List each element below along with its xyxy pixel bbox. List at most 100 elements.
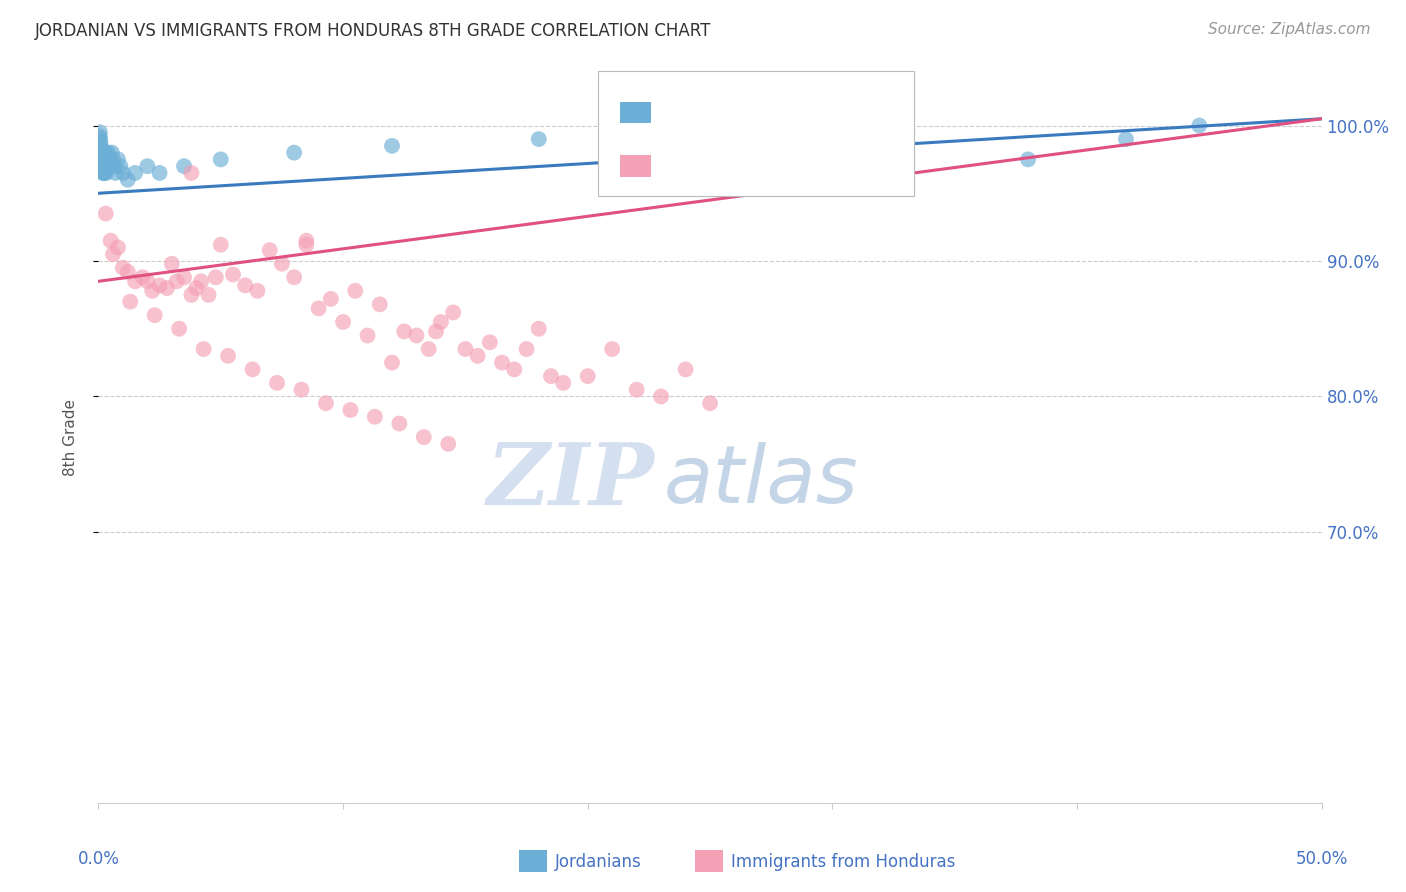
Point xyxy=(412,430,434,444)
Point xyxy=(894,129,917,144)
Point xyxy=(356,328,378,343)
Point xyxy=(93,161,115,176)
Point xyxy=(553,376,575,390)
Point xyxy=(540,369,562,384)
Point xyxy=(295,234,318,248)
Point xyxy=(600,342,623,356)
Point xyxy=(166,274,188,288)
Point xyxy=(246,284,269,298)
Point xyxy=(89,125,111,139)
Point xyxy=(503,362,526,376)
Point xyxy=(90,148,112,162)
Point xyxy=(143,308,166,322)
Point xyxy=(101,247,124,261)
Point xyxy=(650,389,672,403)
Point xyxy=(193,342,215,356)
Point xyxy=(131,270,153,285)
Point xyxy=(141,284,163,298)
Point xyxy=(90,148,112,162)
Point xyxy=(91,153,114,167)
Point xyxy=(467,349,489,363)
Point xyxy=(89,129,111,144)
Point xyxy=(454,342,477,356)
Point xyxy=(103,159,125,173)
Point xyxy=(124,274,146,288)
Point xyxy=(418,342,440,356)
Point xyxy=(93,166,115,180)
Point xyxy=(516,342,538,356)
Point xyxy=(89,132,111,146)
Point xyxy=(430,315,453,329)
Point xyxy=(368,297,391,311)
Point xyxy=(91,153,114,167)
Point xyxy=(173,159,195,173)
Point xyxy=(100,156,122,170)
Text: JORDANIAN VS IMMIGRANTS FROM HONDURAS 8TH GRADE CORRELATION CHART: JORDANIAN VS IMMIGRANTS FROM HONDURAS 8T… xyxy=(35,22,711,40)
Point xyxy=(180,288,202,302)
Point xyxy=(478,335,501,350)
Point xyxy=(699,396,721,410)
Point xyxy=(107,153,129,167)
Point xyxy=(259,243,281,257)
Point xyxy=(90,143,112,157)
Point xyxy=(197,288,219,302)
Point xyxy=(173,270,195,285)
Point xyxy=(315,396,337,410)
Point xyxy=(94,206,117,220)
Point xyxy=(441,305,464,319)
Point xyxy=(101,153,124,167)
Point xyxy=(425,325,447,339)
Point xyxy=(283,145,305,160)
Point xyxy=(283,270,305,285)
Point xyxy=(93,145,115,160)
Text: ZIP: ZIP xyxy=(486,439,655,523)
Text: R = 0.331   N = 72: R = 0.331 N = 72 xyxy=(664,154,863,174)
Point xyxy=(136,159,159,173)
Text: atlas: atlas xyxy=(664,442,858,520)
Point xyxy=(266,376,288,390)
Point xyxy=(90,153,112,167)
Point xyxy=(364,409,387,424)
Point xyxy=(388,417,411,431)
Text: Jordanians: Jordanians xyxy=(555,853,643,871)
Point xyxy=(167,322,190,336)
Point xyxy=(222,268,245,282)
Point xyxy=(111,166,134,180)
Point xyxy=(93,166,115,180)
Point xyxy=(290,383,312,397)
Point xyxy=(270,257,294,271)
Point xyxy=(308,301,330,316)
Point xyxy=(319,292,342,306)
Point xyxy=(675,362,697,376)
Point xyxy=(100,234,122,248)
Point xyxy=(107,240,129,254)
Point xyxy=(98,153,121,167)
Point xyxy=(120,294,142,309)
Point xyxy=(233,278,256,293)
Point xyxy=(89,135,111,149)
Point xyxy=(576,369,599,384)
Point xyxy=(392,325,416,339)
Point xyxy=(381,355,404,369)
Point xyxy=(90,161,112,176)
Point xyxy=(1188,119,1211,133)
Point xyxy=(295,237,318,252)
Point xyxy=(94,145,117,160)
Point xyxy=(124,166,146,180)
Point xyxy=(217,349,239,363)
Point xyxy=(94,153,117,167)
Point xyxy=(156,281,179,295)
Point xyxy=(527,322,550,336)
Y-axis label: 8th Grade: 8th Grade xyxy=(63,399,77,475)
Point xyxy=(91,166,114,180)
Point xyxy=(242,362,264,376)
Point xyxy=(91,161,114,176)
Point xyxy=(104,166,127,180)
Point xyxy=(381,139,404,153)
Point xyxy=(91,156,114,170)
Point xyxy=(699,135,721,149)
Point xyxy=(96,166,118,180)
Point xyxy=(149,278,172,293)
Point xyxy=(117,265,139,279)
Point xyxy=(1115,132,1137,146)
